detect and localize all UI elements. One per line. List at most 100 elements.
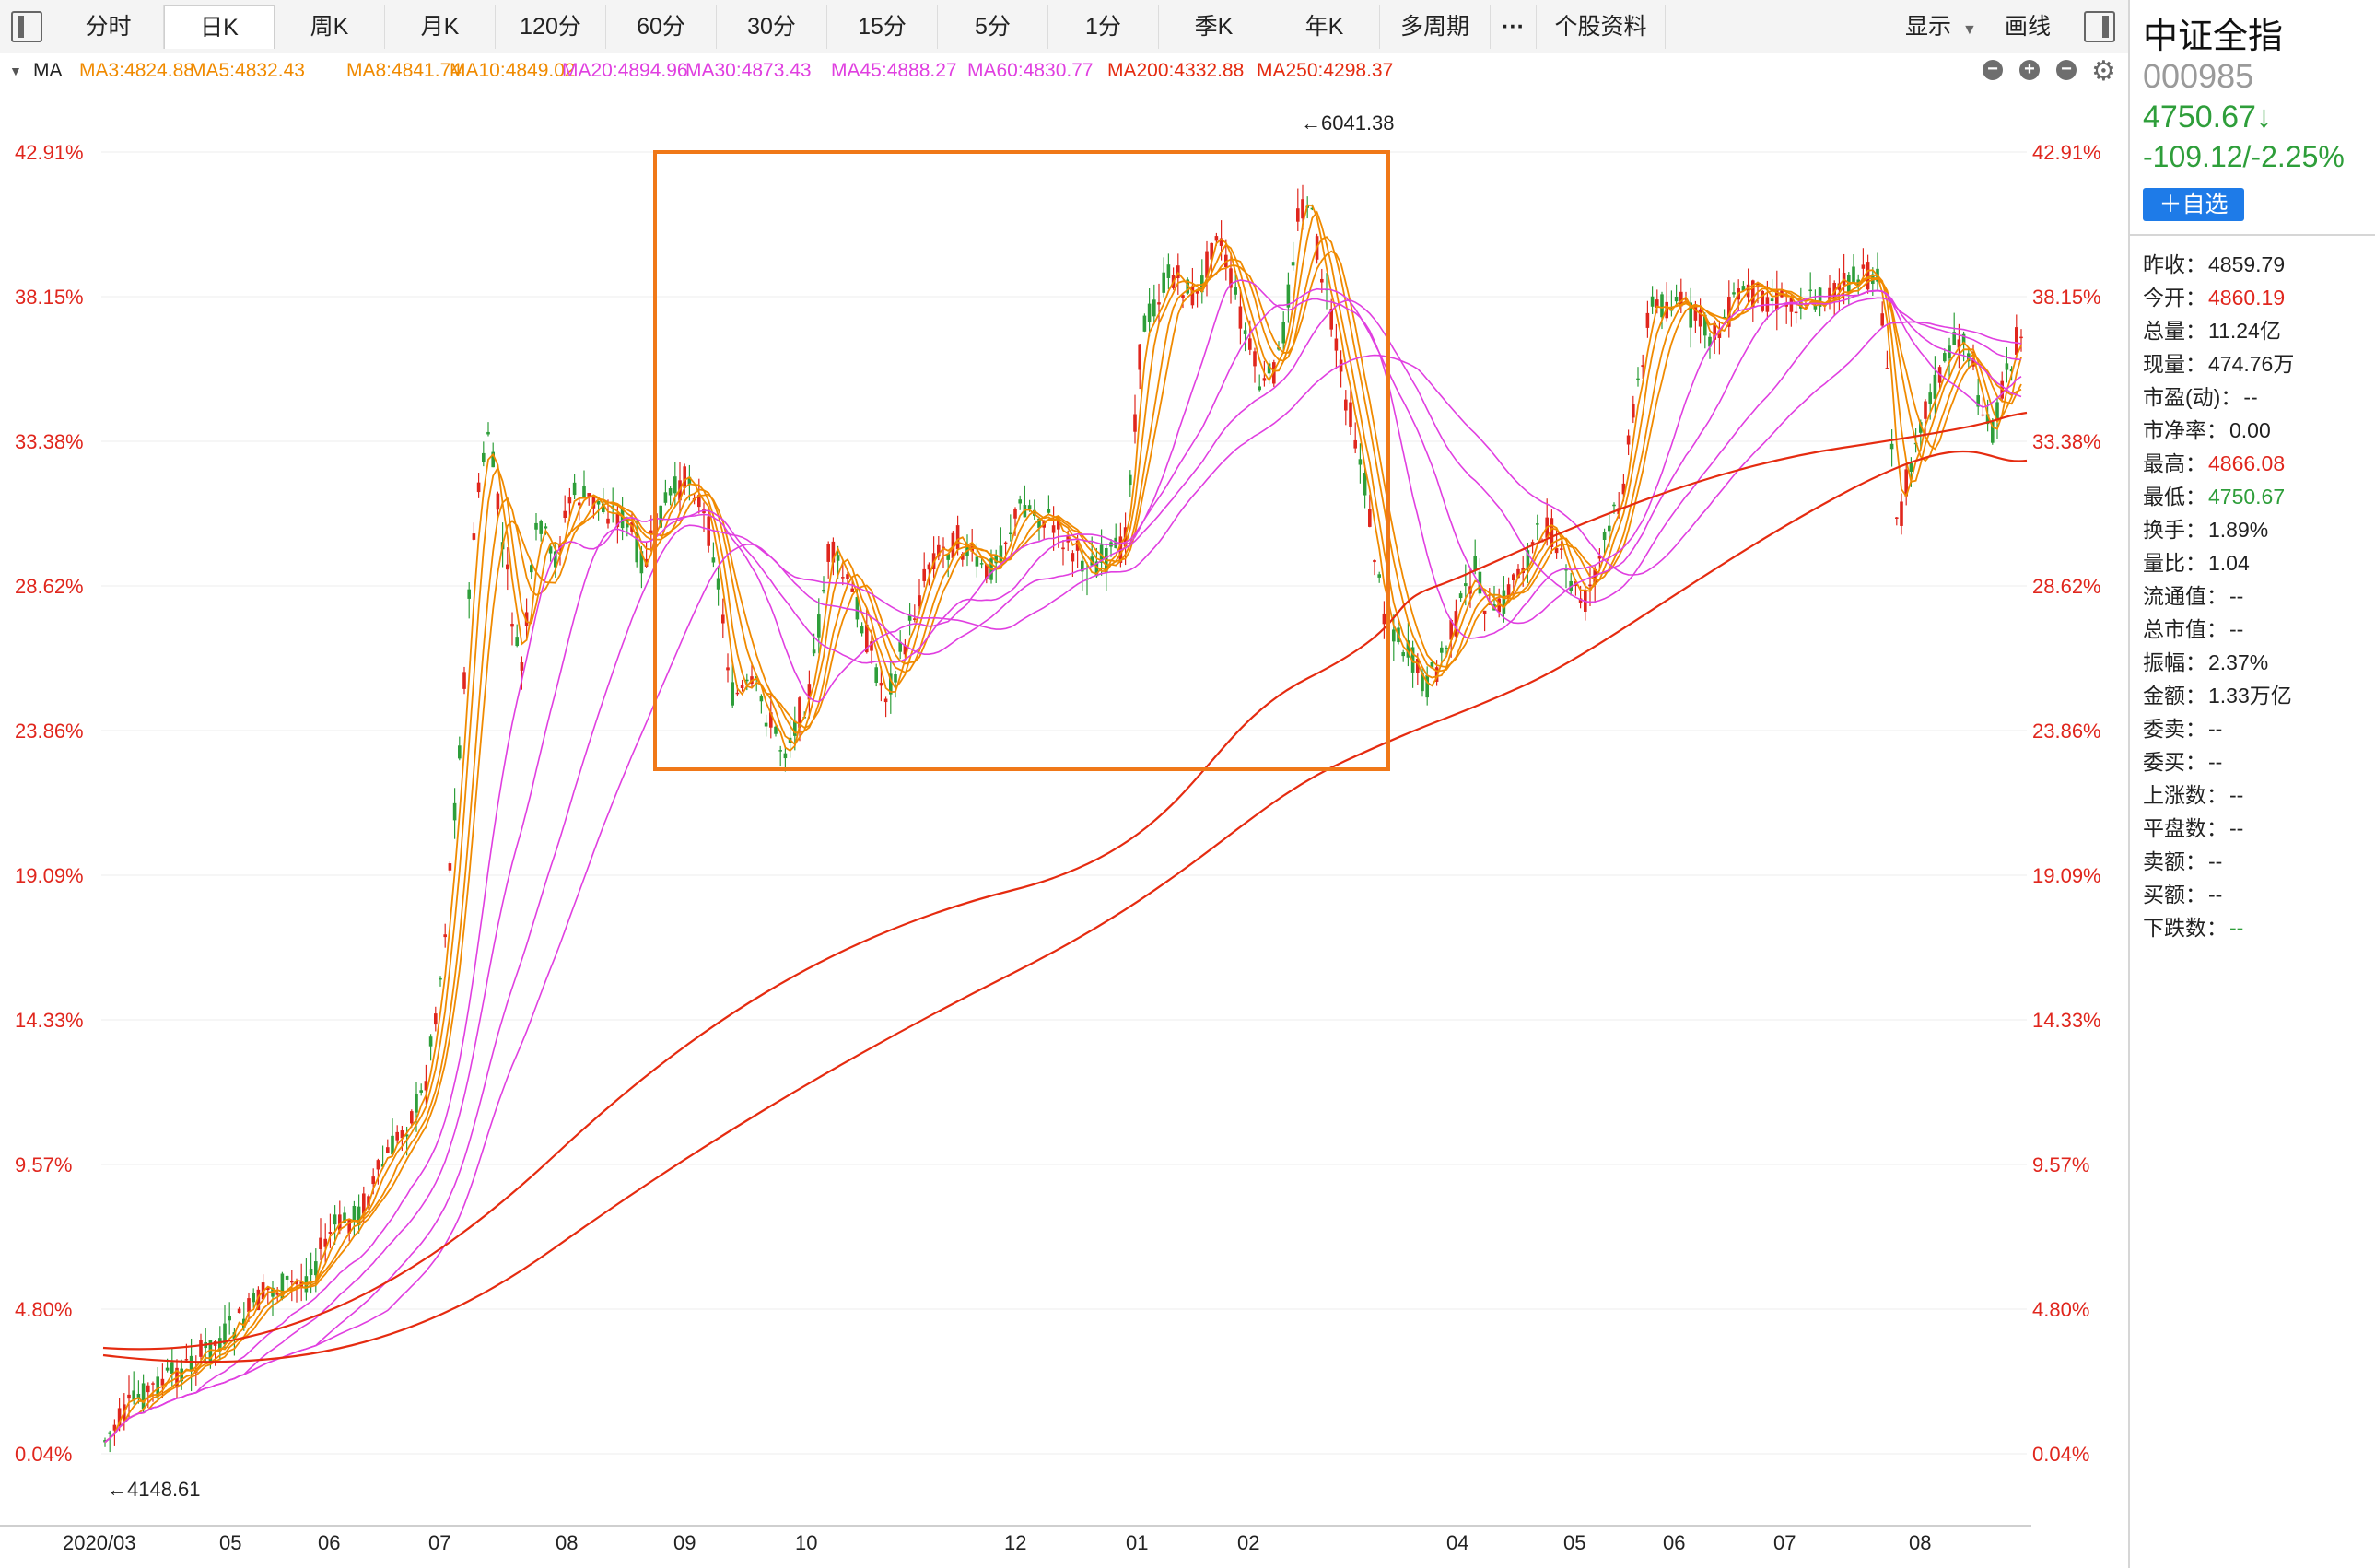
candle-body [228,1316,231,1321]
candle-body [362,1193,366,1214]
candle-body [1190,287,1195,306]
y-tick-label: 4.80% [15,1298,72,1321]
candle-body [1789,297,1794,312]
candle-body [883,698,888,703]
candle-body [1018,499,1022,504]
candle-body [1526,550,1530,569]
right-panel-toggle-icon[interactable] [2084,11,2115,42]
candle-body [491,451,495,468]
ma-label[interactable]: MA [33,60,63,81]
ma-line-short [104,204,2022,1444]
stat-label: 换手： [2143,518,2206,542]
x-tick-label: 01 [1126,1531,1148,1554]
candle-body [807,684,812,700]
candle-body [903,645,907,655]
display-dropdown[interactable]: 显示 ▼ [1905,5,1977,49]
candle-body [783,753,788,759]
candle-body [1027,505,1032,509]
add-watchlist-button[interactable]: ＋自选 [2143,188,2244,221]
tab-120min[interactable]: 120分 [496,5,606,49]
candle-body [1229,268,1233,288]
candle-body [1506,584,1511,598]
candle-body [1344,399,1348,411]
stat-row: 量比：1.04 [2143,545,2250,577]
stat-value: -- [2229,584,2244,608]
candle-body [635,532,638,563]
x-tick-label: 07 [428,1531,450,1554]
candle-body [515,637,519,647]
candle-body [1880,313,1884,326]
stat-value: 1.04 [2208,551,2250,575]
candle-body [1066,534,1070,543]
candle-body [1129,474,1132,486]
x-axis-labels: 2020/03 05 06 07 08 09 10 12 01 02 04 05 06 07 08 [63,1531,1931,1554]
ma250-line [102,450,2028,1363]
candle-body [462,672,466,689]
kline-chart[interactable]: 42.91% 38.15% 33.38% 28.62% 23.86% 19.09% 14.3… [0,88,2128,1568]
stat-label: 今开： [2143,286,2206,310]
y-tick-label: 23.86% [2032,720,2101,743]
candle-body [1952,332,1956,345]
left-panel-toggle-icon[interactable] [11,11,42,42]
tab-60min[interactable]: 60分 [606,5,717,49]
draw-line-button[interactable]: 画线 [2005,14,2052,40]
tab-timeshare[interactable]: 分时 [53,5,164,49]
candle-body [927,564,931,570]
stat-row: 今开：4860.19 [2143,280,2285,311]
minus-circle-icon[interactable]: − [1983,60,2003,80]
plus-circle-icon[interactable]: + [2019,60,2040,80]
more-tabs-button[interactable]: ··· [1491,5,1537,49]
close-circle-icon[interactable]: − [2056,60,2077,80]
x-tick-label: 04 [1446,1531,1468,1554]
tab-monthly-k[interactable]: 月K [385,5,496,49]
candle-body [1181,295,1185,298]
candle-body [1512,574,1515,581]
gear-icon[interactable]: ⚙ [2091,56,2116,87]
tab-quarterly-k[interactable]: 季K [1159,5,1269,49]
candle-body [1363,473,1367,496]
y-axis-right: 42.91% 38.15% 33.38% 28.62% 23.86% 19.09% 14.3… [2032,141,2101,1466]
tab-1min[interactable]: 1分 [1048,5,1159,49]
tab-weekly-k[interactable]: 周K [275,5,385,49]
stat-row: 振幅：2.37% [2143,645,2268,676]
candle-body [726,667,730,671]
candle-body [1219,238,1223,246]
candle-body [1732,292,1736,295]
tab-multi-period[interactable]: 多周期 [1380,5,1491,49]
candle-body [1094,561,1099,577]
candle-body [1995,402,1999,421]
candle-body [108,1432,111,1434]
tab-yearly-k[interactable]: 年K [1269,5,1380,49]
candle-body [937,544,941,557]
candle-body [1425,674,1429,698]
candle-body [1157,302,1161,305]
ma-collapse-icon[interactable]: ▼ [9,64,22,78]
stat-value: 4750.67 [2208,485,2286,509]
candle-body [1933,374,1937,399]
candle-body [1866,262,1870,290]
tab-15min[interactable]: 15分 [827,5,938,49]
candle-body [380,1164,385,1167]
tab-30min[interactable]: 30分 [717,5,827,49]
candle-body [769,712,773,728]
ma-value: MA60:4830.77 [967,60,1094,81]
stat-value: -- [2229,816,2244,840]
candle-body [1258,386,1261,391]
candle-body [615,512,620,528]
candle-body [578,502,581,506]
stat-row: 卖额：-- [2143,844,2222,875]
candle-body [1837,283,1842,290]
candle-body [889,673,893,695]
candle-body [189,1355,193,1372]
stat-value: 11.24亿 [2208,319,2281,343]
candle-body [199,1340,203,1357]
candle-body [151,1383,155,1385]
candle-body [1808,289,1812,292]
chevron-down-icon: ▼ [1962,22,1977,38]
candle-body [352,1205,357,1222]
tab-stock-profile[interactable]: 个股资料 [1537,5,1666,49]
tab-daily-k[interactable]: 日K [164,5,275,49]
stat-value: 4866.08 [2208,451,2286,475]
tab-5min[interactable]: 5分 [938,5,1048,49]
candle-body [591,496,596,509]
